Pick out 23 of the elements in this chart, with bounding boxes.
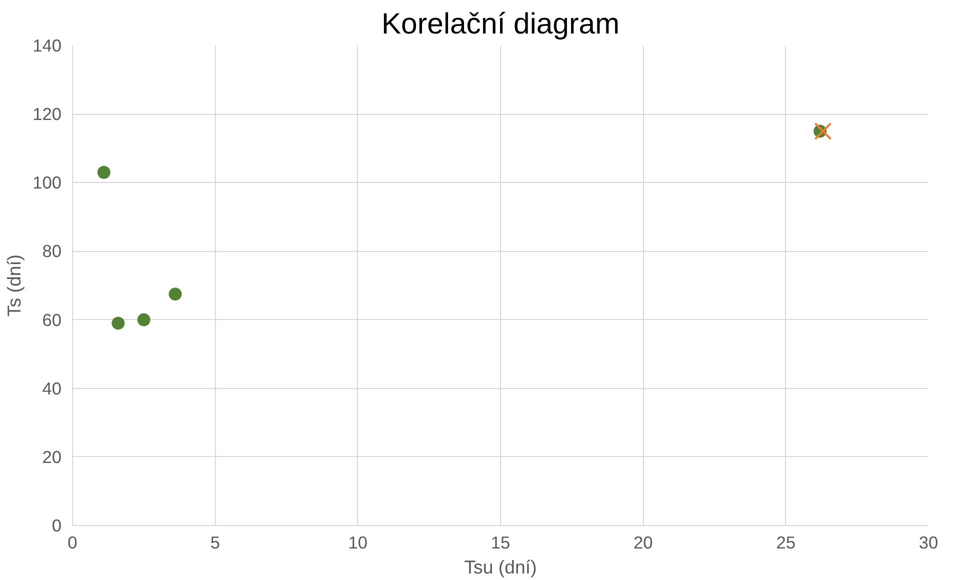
x-tick-label: 30 [918, 532, 938, 552]
y-tick-label: 40 [42, 378, 62, 398]
point [137, 313, 150, 326]
y-tick-label: 120 [32, 104, 62, 124]
x-tick-label: 15 [490, 532, 510, 552]
x-tick-label: 20 [634, 532, 653, 552]
x-tick-label: 0 [68, 532, 78, 552]
y-tick-label: 60 [42, 310, 62, 330]
y-tick-label: 100 [32, 172, 62, 193]
point [814, 122, 832, 140]
y-tick-label: 140 [32, 36, 62, 56]
x-axis-title: Tsu (dní) [464, 556, 537, 578]
y-tick-label: 80 [42, 241, 62, 262]
x-tick-label: 25 [776, 532, 796, 552]
y-tick-label: 0 [52, 516, 62, 536]
point [168, 288, 182, 301]
chart-title: Korelační diagram [382, 8, 620, 40]
y-tick-label: 20 [42, 446, 62, 467]
point [97, 166, 110, 179]
point [112, 316, 125, 330]
x-tick-label: 5 [210, 532, 220, 552]
x-tick-label: 10 [348, 532, 368, 552]
y-axis-title: Ts (dní) [4, 254, 25, 317]
